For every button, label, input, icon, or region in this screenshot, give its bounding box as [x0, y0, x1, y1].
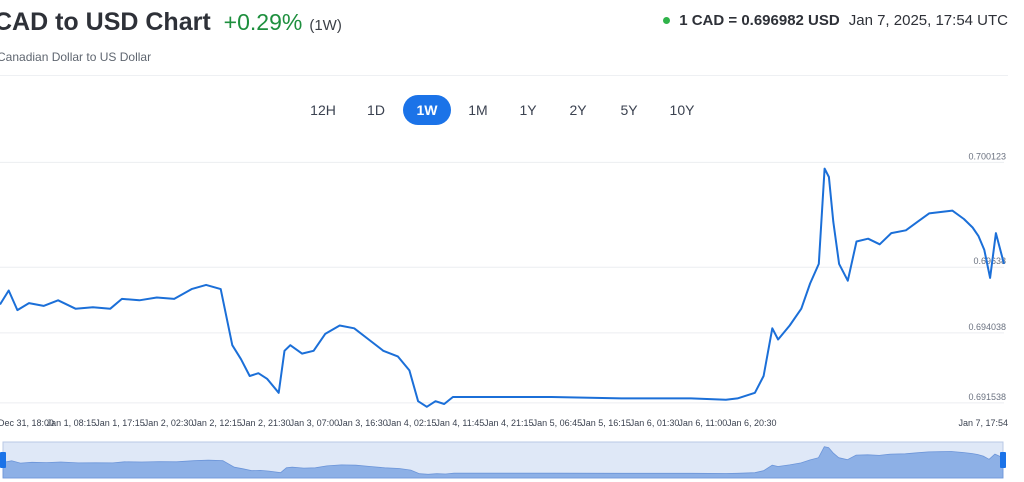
x-tick-label: Jan 6, 20:30 [727, 418, 777, 428]
x-tick-label: Jan 1, 08:15 [47, 418, 97, 428]
title-row: CAD to USD Chart +0.29% (1W) [0, 8, 342, 42]
range-navigator[interactable] [0, 441, 1006, 479]
x-tick-label: Jan 3, 16:30 [338, 418, 388, 428]
range-selector: 12H 1D 1W 1M 1Y 2Y 5Y 10Y [0, 95, 1024, 125]
percent-change: +0.29% [223, 9, 303, 35]
x-tick-label: Jan 7, 17:54 [958, 418, 1008, 428]
x-tick-label: Jan 6, 01:30 [630, 418, 680, 428]
range-button-1d[interactable]: 1D [367, 102, 385, 118]
range-button-5y[interactable]: 5Y [620, 102, 638, 118]
page-title: CAD to USD Chart [0, 8, 211, 36]
change-period: (1W) [309, 17, 342, 34]
x-tick-label: Jan 5, 06:45 [533, 418, 583, 428]
y-axis-labels: 0.700123 0.69638 0.694038 0.691538 [968, 151, 1006, 402]
y-tick-label: 0.694038 [968, 322, 1006, 332]
current-rate: 1 CAD = 0.696982 USD [679, 12, 840, 29]
live-indicator-icon [663, 17, 671, 24]
divider [0, 75, 1008, 76]
grid-lines [0, 161, 1004, 404]
range-button-1m[interactable]: 1M [468, 102, 488, 118]
navigator-left-handle[interactable] [0, 452, 6, 468]
navigator-area [2, 446, 1004, 479]
page-subtitle: Canadian Dollar to US Dollar [0, 50, 152, 64]
x-tick-label: Jan 2, 21:30 [241, 418, 291, 428]
y-tick-label: 0.691538 [968, 392, 1006, 402]
x-tick-label: Dec 31, 18:00 [0, 418, 54, 428]
x-tick-label: Jan 4, 11:45 [435, 418, 484, 428]
range-button-2y[interactable]: 2Y [569, 102, 587, 118]
x-tick-label: Jan 1, 17:15 [95, 418, 145, 428]
navigator-right-handle[interactable] [1000, 452, 1006, 468]
x-tick-label: Jan 5, 16:15 [581, 418, 631, 428]
live-rate: 1 CAD = 0.696982 USD Jan 7, 2025, 17:54 … [663, 12, 1008, 29]
x-tick-label: Jan 4, 02:15 [387, 418, 437, 428]
range-button-1y[interactable]: 1Y [519, 102, 537, 118]
rate-timestamp: Jan 7, 2025, 17:54 UTC [848, 12, 1008, 29]
x-tick-label: Jan 6, 11:00 [678, 418, 727, 428]
price-chart: 0.700123 0.69638 0.694038 0.691538 Dec 31, … [0, 151, 1008, 479]
range-button-12h[interactable]: 12H [310, 102, 336, 118]
x-tick-label: Jan 2, 02:30 [144, 418, 194, 428]
x-tick-label: Jan 2, 12:15 [192, 418, 242, 428]
x-tick-label: Jan 4, 21:15 [484, 418, 534, 428]
range-button-10y[interactable]: 10Y [669, 102, 695, 118]
x-tick-label: Jan 3, 07:00 [290, 418, 340, 428]
price-line [0, 167, 1005, 408]
y-tick-label: 0.700123 [968, 151, 1006, 161]
range-button-1w[interactable]: 1W [403, 95, 451, 125]
y-tick-label: 0.69638 [973, 256, 1006, 266]
